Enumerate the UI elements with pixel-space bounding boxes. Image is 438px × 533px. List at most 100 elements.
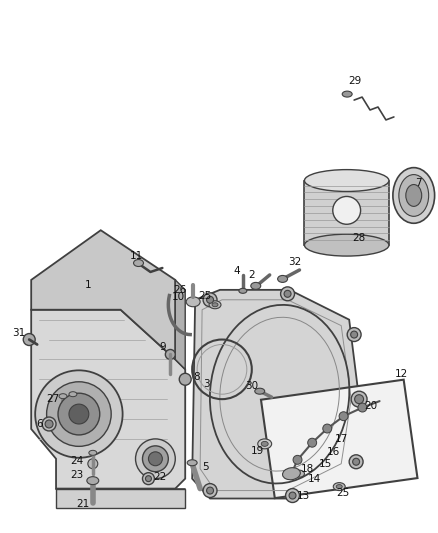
Ellipse shape [148,452,162,466]
Text: 27: 27 [46,394,60,404]
Ellipse shape [251,282,261,289]
Text: 32: 32 [288,257,301,267]
Ellipse shape [308,438,317,447]
Polygon shape [192,290,359,498]
Ellipse shape [399,175,429,216]
Text: 21: 21 [76,499,89,510]
Ellipse shape [351,331,357,338]
Text: 7: 7 [415,177,422,188]
Ellipse shape [87,477,99,484]
Polygon shape [175,280,185,369]
Ellipse shape [284,290,291,297]
Ellipse shape [349,455,363,469]
Ellipse shape [278,276,288,282]
Text: 31: 31 [13,328,26,337]
Text: 13: 13 [297,490,310,500]
Ellipse shape [239,288,247,293]
Text: 18: 18 [301,464,314,474]
Text: 1: 1 [85,280,91,290]
Ellipse shape [353,458,360,465]
Ellipse shape [135,439,175,479]
Ellipse shape [393,168,434,223]
Text: 10: 10 [172,292,185,302]
Text: 29: 29 [349,76,362,86]
Text: 30: 30 [245,381,258,391]
Ellipse shape [304,234,389,256]
Ellipse shape [406,184,422,206]
Ellipse shape [203,293,217,307]
Text: 26: 26 [173,285,187,295]
Text: 9: 9 [159,343,166,352]
Ellipse shape [59,394,67,399]
Ellipse shape [304,169,389,191]
Ellipse shape [203,483,217,497]
Ellipse shape [207,296,214,303]
Ellipse shape [207,487,214,494]
Ellipse shape [258,439,272,449]
Text: 5: 5 [202,462,208,472]
Ellipse shape [336,484,342,489]
Text: 16: 16 [327,447,340,457]
Ellipse shape [187,460,197,466]
Text: 19: 19 [251,446,265,456]
Text: 4: 4 [233,266,240,276]
Ellipse shape [333,482,345,490]
Text: 25: 25 [198,291,212,301]
Ellipse shape [281,287,294,301]
Ellipse shape [58,393,100,435]
Ellipse shape [255,388,265,394]
Ellipse shape [323,424,332,433]
Text: 6: 6 [36,419,42,429]
Text: 23: 23 [70,470,84,480]
Ellipse shape [294,470,304,477]
Ellipse shape [212,303,218,307]
Text: 20: 20 [364,401,378,411]
Ellipse shape [134,260,144,266]
Text: 12: 12 [395,369,409,379]
Ellipse shape [283,467,300,480]
Text: 2: 2 [248,270,255,280]
Text: 25: 25 [336,488,350,498]
Polygon shape [31,310,185,489]
Ellipse shape [342,91,352,97]
Ellipse shape [142,473,155,484]
Ellipse shape [142,446,168,472]
Ellipse shape [347,328,361,342]
Ellipse shape [179,373,191,385]
Ellipse shape [351,391,367,407]
Text: 22: 22 [153,472,166,482]
Ellipse shape [333,197,360,224]
Text: 15: 15 [319,459,332,469]
Ellipse shape [145,475,152,482]
Ellipse shape [42,417,56,431]
Polygon shape [304,181,389,245]
Ellipse shape [289,492,296,499]
Ellipse shape [355,394,364,403]
Text: 17: 17 [335,434,348,444]
Polygon shape [31,230,175,359]
Text: 24: 24 [70,456,84,466]
Text: 28: 28 [353,233,366,243]
Ellipse shape [293,455,302,464]
Text: 3: 3 [203,379,209,389]
Ellipse shape [209,301,221,309]
Ellipse shape [286,489,300,503]
Polygon shape [56,489,185,508]
Ellipse shape [339,412,348,421]
Ellipse shape [46,382,111,446]
Ellipse shape [89,450,97,455]
Ellipse shape [69,404,89,424]
Ellipse shape [186,297,200,307]
Ellipse shape [88,459,98,469]
Ellipse shape [165,350,175,359]
Text: 8: 8 [193,372,199,382]
Text: 11: 11 [130,251,143,261]
Ellipse shape [35,370,123,458]
Ellipse shape [45,420,53,428]
Ellipse shape [261,441,268,446]
Polygon shape [261,379,417,498]
Ellipse shape [69,392,77,397]
Text: 14: 14 [308,474,321,483]
Ellipse shape [23,334,35,345]
Ellipse shape [358,403,367,412]
